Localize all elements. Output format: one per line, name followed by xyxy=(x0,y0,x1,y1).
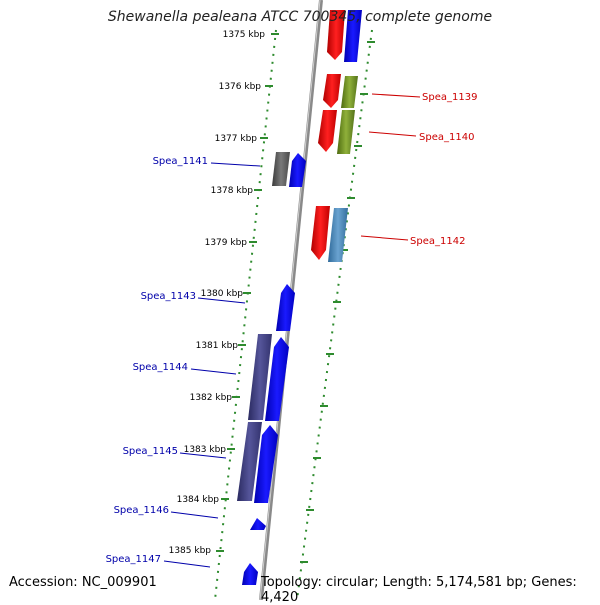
kbp-label-1385: 1385 kbp xyxy=(169,546,212,556)
gene-spea-1141-gray[interactable] xyxy=(272,152,290,186)
gene-spea-1145-blue[interactable] xyxy=(254,425,278,503)
gene-label-spea-1145[interactable]: Spea_1145 xyxy=(123,446,178,457)
gene-forward-top[interactable] xyxy=(344,10,362,62)
kbp-label-1383: 1383 kbp xyxy=(184,445,227,455)
gene-label-spea-1146[interactable]: Spea_1146 xyxy=(114,505,169,516)
gene-label-spea-1141[interactable]: Spea_1141 xyxy=(153,156,208,167)
gene-spea-1146[interactable] xyxy=(250,518,266,530)
gene-spea-1140-olive[interactable] xyxy=(337,110,355,154)
kbp-label-1380: 1380 kbp xyxy=(201,289,244,299)
kbp-label-1382: 1382 kbp xyxy=(190,393,233,403)
gene-reverse-top[interactable] xyxy=(327,10,345,60)
gene-spea-1145-dark[interactable] xyxy=(237,422,262,501)
left-scale-track xyxy=(214,29,277,600)
gene-label-spea-1140[interactable]: Spea_1140 xyxy=(419,132,474,143)
left-kbp-ticks xyxy=(216,33,279,552)
map-title: Shewanella pealeana ATCC 700345, complet… xyxy=(107,9,493,25)
accession-text: Accession: NC_009901 xyxy=(9,575,157,590)
kbp-label-1375: 1375 kbp xyxy=(223,30,266,40)
kbp-label-1384: 1384 kbp xyxy=(177,495,220,505)
gene-label-spea-1139[interactable]: Spea_1139 xyxy=(422,92,477,103)
gene-spea-1144-blue[interactable] xyxy=(265,337,289,421)
gene-spea-1140-red[interactable] xyxy=(318,110,337,152)
right-kbp-ticks xyxy=(300,41,375,563)
gene-spea-1143[interactable] xyxy=(276,284,295,331)
gene-label-spea-1142[interactable]: Spea_1142 xyxy=(410,236,465,247)
gene-spea-1139-red[interactable] xyxy=(323,74,341,108)
gene-spea-1147[interactable] xyxy=(242,563,258,585)
topology-text: Topology: circular; Length: 5,174,581 bp… xyxy=(261,575,577,605)
gene-spea-1141-blue[interactable] xyxy=(289,153,306,187)
kbp-label-1377: 1377 kbp xyxy=(215,134,258,144)
gene-label-spea-1147[interactable]: Spea_1147 xyxy=(106,554,161,565)
gene-label-spea-1144[interactable]: Spea_1144 xyxy=(133,362,188,373)
gene-spea-1142-steel[interactable] xyxy=(328,208,348,262)
kbp-label-1379: 1379 kbp xyxy=(205,238,248,248)
gene-spea-1144-dark[interactable] xyxy=(248,334,272,420)
gene-spea-1142-red[interactable] xyxy=(311,206,330,260)
kbp-label-1378: 1378 kbp xyxy=(211,186,254,196)
gene-label-spea-1143[interactable]: Spea_1143 xyxy=(141,291,196,302)
kbp-label-1381: 1381 kbp xyxy=(196,341,239,351)
gene-spea-1139-olive[interactable] xyxy=(341,76,358,108)
kbp-label-1376: 1376 kbp xyxy=(219,82,262,92)
